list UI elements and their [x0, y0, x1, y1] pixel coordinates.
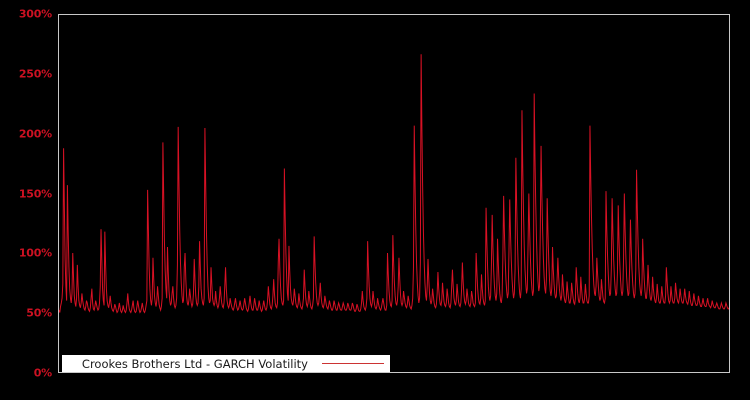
legend-line-swatch: [322, 363, 384, 364]
y-axis: 300% 250% 200% 150% 100% 50% 0%: [0, 0, 58, 400]
y-axis-tick-label: 150%: [18, 187, 52, 200]
y-axis-tick-label: 200%: [18, 127, 52, 141]
y-axis-tick-label: 100%: [18, 246, 52, 260]
y-axis-tick-label: 0%: [33, 366, 52, 380]
legend-label: Crookes Brothers Ltd - GARCH Volatility: [81, 356, 308, 371]
series-line: [59, 54, 729, 314]
plot-area: [58, 14, 730, 373]
y-axis-tick-label: 300%: [18, 7, 52, 21]
volatility-series: [59, 54, 729, 314]
y-axis-tick-label: 50%: [26, 306, 52, 320]
y-axis-tick-label: 250%: [18, 67, 52, 81]
chart-legend: Crookes Brothers Ltd - GARCH Volatility: [62, 355, 390, 372]
